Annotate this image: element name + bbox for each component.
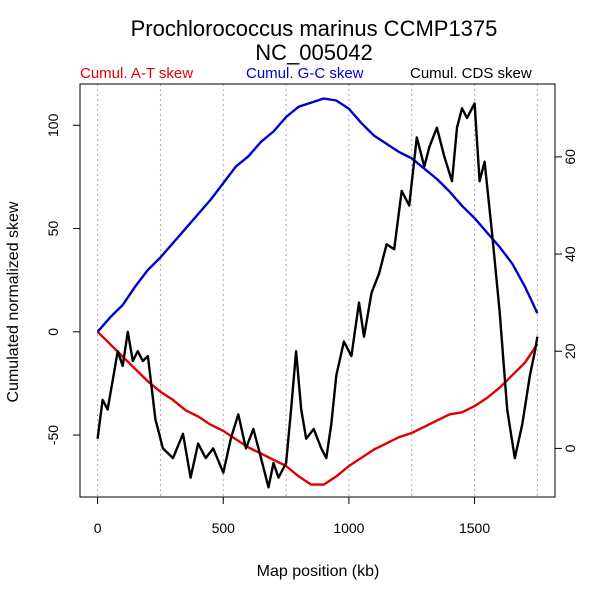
y-axis-title: Cumulated normalized skew	[5, 201, 22, 402]
legend-cds-skew: Cumul. CDS skew	[410, 65, 532, 82]
y-left-tick-label-3: 100	[45, 113, 61, 137]
y-right-tick-label-0: 0	[562, 444, 578, 452]
x-tick-label-2: 1000	[333, 520, 364, 536]
x-tick-label-0: 0	[94, 520, 102, 536]
chart-title-line2: NC_005042	[255, 40, 372, 65]
y-left-tick-label-2: 50	[45, 221, 61, 237]
series-line-1	[96, 97, 539, 333]
legend-at-skew: Cumul. A-T skew	[80, 65, 193, 82]
y-right-tick-label-3: 60	[562, 149, 578, 165]
y-left-tick-label-0: -50	[45, 425, 61, 445]
chart-title-line1: Prochlorococcus marinus CCMP1375	[131, 16, 498, 41]
x-tick-label-1: 500	[212, 520, 236, 536]
series-layer	[96, 97, 539, 489]
x-tick-label-3: 1500	[459, 520, 490, 536]
y-right-tick-label-1: 20	[562, 343, 578, 359]
y-right-tick-label-2: 40	[562, 246, 578, 262]
y-left-tick-label-1: 0	[45, 328, 61, 336]
series-line-0	[96, 330, 539, 486]
x-axis-title: Map position (kb)	[257, 563, 380, 580]
series-line-2	[96, 102, 539, 489]
legend-gc-skew: Cumul. G-C skew	[246, 65, 364, 82]
vertical-grid	[97, 84, 538, 497]
